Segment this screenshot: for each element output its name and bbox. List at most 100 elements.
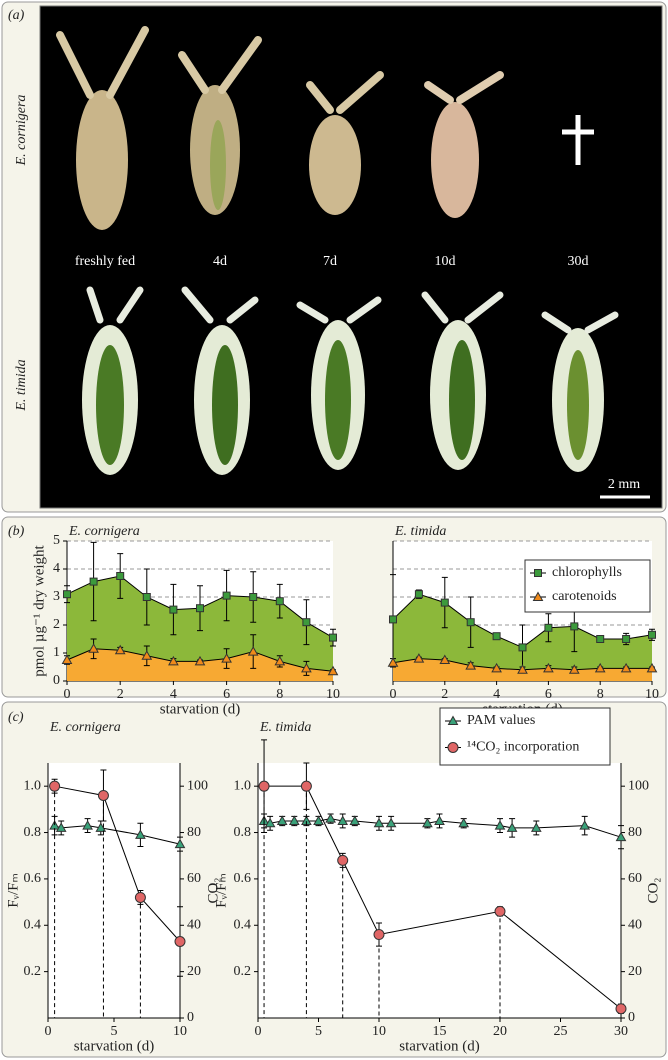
line	[264, 785, 622, 1010]
chart-title: E. timida	[259, 720, 311, 735]
y-tick-label: 0	[53, 673, 60, 688]
marker	[506, 822, 518, 832]
marker	[492, 632, 501, 641]
marker	[337, 854, 349, 866]
marker	[313, 815, 324, 825]
x-tick-label: 0	[255, 1024, 262, 1039]
y-tick-label: 5	[53, 533, 60, 548]
slugs-bottom	[82, 286, 619, 475]
y-axis-label: Fᵥ/Fₘ	[5, 873, 21, 908]
y-tick-label: 0.8	[234, 825, 252, 840]
species-label: E. cornigera	[14, 95, 29, 167]
marker	[329, 633, 337, 642]
chart-title: E. cornigera	[68, 524, 140, 539]
y2-tick-label: 60	[628, 871, 642, 886]
x-tick-label: 30	[614, 1024, 628, 1039]
marker	[387, 657, 399, 667]
marker	[440, 598, 449, 607]
y2-tick-label: 0	[628, 1010, 635, 1025]
y-tick-label: 3	[53, 589, 60, 604]
marker	[194, 655, 206, 666]
marker	[422, 817, 433, 828]
x-axis-label: starvation (d)	[74, 1038, 154, 1054]
y-tick-label: 1.0	[234, 778, 252, 793]
x-axis-label: starvation (d)	[160, 701, 240, 717]
panel-label: (a)	[8, 8, 25, 23]
y-tick-label: 2	[53, 617, 60, 632]
marker	[97, 789, 109, 801]
plot-area	[48, 763, 180, 1018]
marker	[620, 662, 632, 673]
marker	[491, 662, 502, 673]
y2-tick-label: 100	[187, 778, 208, 793]
marker	[142, 593, 151, 601]
y-tick-label: 0.2	[24, 964, 42, 979]
marker	[439, 654, 451, 664]
area	[393, 594, 652, 681]
marker	[61, 654, 73, 664]
marker	[114, 644, 126, 655]
marker	[579, 820, 591, 830]
marker	[648, 630, 656, 639]
marker	[82, 820, 93, 830]
marker	[276, 815, 288, 825]
x-tick-label: 8	[597, 687, 604, 702]
marker	[447, 715, 459, 725]
marker	[458, 817, 470, 828]
legend-label: chlorophylls	[552, 565, 622, 580]
marker	[116, 572, 125, 580]
marker	[570, 622, 579, 631]
marker	[518, 643, 527, 652]
marker	[389, 615, 397, 624]
marker	[63, 590, 71, 599]
marker	[301, 662, 312, 673]
marker	[543, 662, 554, 673]
x-tick-label: 4	[493, 687, 500, 702]
y-tick-label: 4	[53, 561, 60, 576]
species-label: E. timida	[14, 359, 29, 411]
x-axis-label: starvation (d)	[399, 1038, 479, 1054]
marker	[465, 660, 477, 670]
y2-axis-label: CO₂	[205, 877, 221, 903]
marker	[414, 590, 423, 599]
x-tick-label: 2	[117, 687, 124, 702]
x-tick-label: 10	[645, 687, 659, 702]
y-tick-label: 1	[53, 645, 60, 660]
marker	[258, 780, 270, 792]
y-axis-label: Fᵥ/Fₘ	[213, 873, 229, 908]
marker	[517, 664, 528, 674]
marker	[89, 577, 98, 586]
marker	[622, 635, 631, 643]
panel-label: (b)	[8, 524, 25, 539]
x-tick-label: 25	[554, 1024, 568, 1039]
marker	[174, 838, 186, 849]
marker	[466, 618, 475, 627]
marker	[221, 653, 232, 663]
line	[54, 785, 181, 942]
y2-tick-label: 80	[187, 825, 201, 840]
y-tick-label: 0.6	[234, 871, 252, 886]
x-tick-label: 0	[64, 687, 71, 702]
marker	[434, 815, 445, 825]
marker	[275, 597, 284, 606]
marker	[327, 665, 339, 676]
x-tick-label: 6	[545, 687, 552, 702]
legend-label: ¹⁴CO₂ incorporation	[467, 740, 579, 755]
marker	[544, 623, 553, 632]
marker	[447, 742, 459, 753]
scale-label: 2 mm	[608, 477, 640, 492]
x-tick-label: 4	[170, 687, 177, 702]
legend-label: PAM values	[467, 713, 535, 728]
y-tick-label: 0.4	[234, 917, 252, 932]
y2-tick-label: 100	[628, 778, 649, 793]
slugs-top	[56, 26, 594, 230]
y-tick-label: 1.0	[24, 778, 42, 793]
marker	[141, 650, 153, 660]
marker	[134, 891, 146, 903]
y2-tick-label: 0	[187, 1010, 194, 1025]
legend-box	[524, 559, 651, 613]
marker	[534, 569, 542, 577]
legend-box	[439, 707, 611, 766]
marker	[596, 635, 605, 643]
y-tick-label: 0.2	[234, 964, 252, 979]
